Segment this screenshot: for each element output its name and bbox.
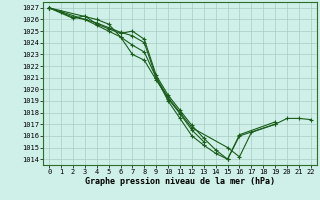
X-axis label: Graphe pression niveau de la mer (hPa): Graphe pression niveau de la mer (hPa) bbox=[85, 177, 275, 186]
